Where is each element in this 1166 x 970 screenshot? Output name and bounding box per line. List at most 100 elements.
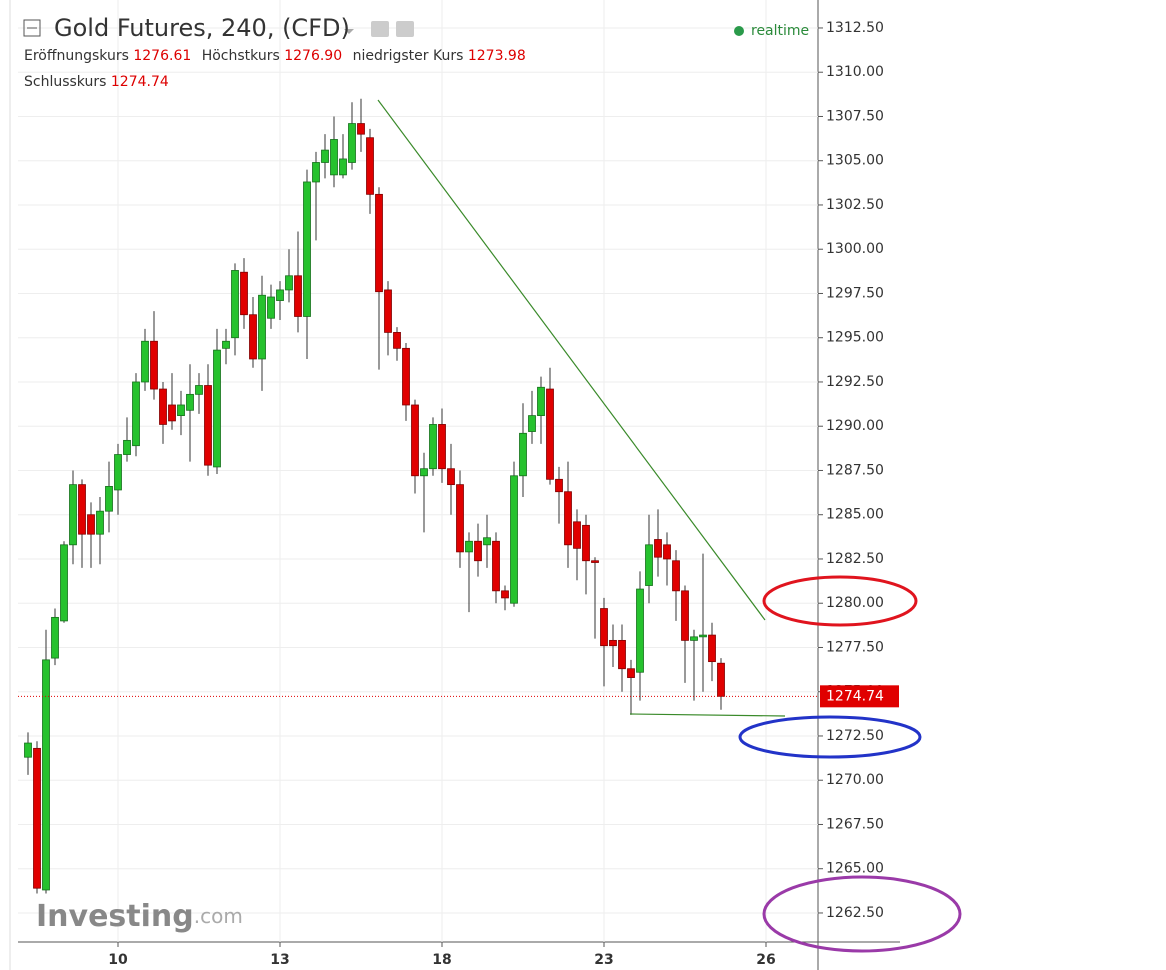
candle-body xyxy=(330,139,338,176)
candle-body xyxy=(204,385,212,466)
candle-body xyxy=(465,540,473,553)
candle-body xyxy=(321,149,329,163)
candle-body xyxy=(123,439,131,455)
candle-body xyxy=(150,340,158,390)
support-line xyxy=(629,713,786,717)
y-tick-label: 1290.00 xyxy=(826,418,884,434)
candle-body xyxy=(672,560,680,592)
y-tick-label: 1265.00 xyxy=(826,861,884,877)
y-tick-label: 1305.00 xyxy=(826,153,884,169)
y-tick-label: 1280.00 xyxy=(826,595,884,611)
candle-body xyxy=(555,478,563,493)
legend-value: 1276.61 xyxy=(133,48,192,64)
candle-body xyxy=(231,270,239,339)
candle-body xyxy=(267,296,275,319)
ohlc-row: Schlusskurs 1274.74 xyxy=(24,74,532,90)
candle-body xyxy=(528,415,536,432)
candle-body xyxy=(159,388,167,425)
candle-body xyxy=(51,616,59,659)
collapse-icon[interactable] xyxy=(23,19,41,37)
candle-body xyxy=(24,742,32,758)
candle-body xyxy=(33,747,41,889)
y-tick-label: 1310.00 xyxy=(826,64,884,80)
last-price-label: 1274.74 xyxy=(826,688,884,704)
status: realtime xyxy=(751,23,809,39)
ohlc-row: Eröffnungskurs 1276.61 Höchstkurs 1276.9… xyxy=(24,48,532,64)
candle-body xyxy=(249,314,257,360)
candle-body xyxy=(285,275,293,291)
candle-body xyxy=(573,521,581,549)
eye-icon[interactable] xyxy=(371,21,389,37)
candle-body xyxy=(582,524,590,562)
candle-body xyxy=(393,332,401,349)
legend-label: Schlusskurs xyxy=(24,74,107,90)
candle-body xyxy=(78,484,86,535)
candle-body xyxy=(132,381,140,447)
candle-body xyxy=(474,540,482,562)
y-tick-label: 1285.00 xyxy=(826,507,884,523)
highlight-ellipse xyxy=(762,575,918,627)
dropdown-arrow[interactable] xyxy=(344,29,354,34)
candle-body xyxy=(510,475,518,604)
candle-body xyxy=(258,294,266,360)
candle-body xyxy=(87,514,95,535)
legend-value: 1276.90 xyxy=(284,48,343,64)
candle-body xyxy=(294,275,302,317)
status-dot xyxy=(734,26,744,36)
x-tick-label: 23 xyxy=(594,952,613,968)
y-tick-label: 1277.50 xyxy=(826,639,884,655)
highlight-ellipse xyxy=(738,715,922,759)
watermark-suffix: .com xyxy=(194,904,243,928)
candle-body xyxy=(69,484,77,546)
candle-body xyxy=(591,560,599,563)
candle-body xyxy=(411,404,419,477)
x-tick-label: 10 xyxy=(108,952,128,968)
candle-body xyxy=(240,271,248,316)
y-tick-label: 1297.50 xyxy=(826,285,884,301)
y-tick-label: 1270.00 xyxy=(826,772,884,788)
last-price-tag xyxy=(820,685,899,708)
y-tick-label: 1292.50 xyxy=(826,374,884,390)
candle-body xyxy=(600,608,608,647)
highlight-ellipse xyxy=(762,875,962,953)
candle-body xyxy=(681,590,689,641)
settings-icon[interactable] xyxy=(396,21,414,37)
y-tick-label: 1312.50 xyxy=(826,20,884,36)
x-tick-label: 13 xyxy=(270,952,289,968)
candle-body xyxy=(537,386,545,416)
candle-body xyxy=(663,544,671,560)
candle-body xyxy=(186,393,194,411)
watermark-main: Investing xyxy=(36,899,194,934)
candle-body xyxy=(339,158,347,176)
candle-body xyxy=(375,193,383,293)
x-tick-label: 26 xyxy=(756,952,775,968)
legend-value: 1274.74 xyxy=(110,74,169,90)
candle-body xyxy=(420,468,428,477)
candle-body xyxy=(447,468,455,486)
y-tick-label: 1262.50 xyxy=(826,905,884,921)
y-tick-label: 1282.50 xyxy=(826,551,884,567)
candle-body xyxy=(492,540,500,592)
candle-body xyxy=(483,537,491,546)
candle-body xyxy=(636,588,644,673)
candle-body xyxy=(42,659,50,891)
candle-body xyxy=(114,454,122,491)
trend-line xyxy=(377,99,766,621)
candle-body xyxy=(303,181,311,317)
candle-body xyxy=(690,636,698,641)
y-tick-label: 1307.50 xyxy=(826,108,884,124)
candle-body xyxy=(276,289,284,301)
candle-body xyxy=(213,349,221,468)
candle-body xyxy=(366,137,374,195)
y-tick-label: 1267.50 xyxy=(826,816,884,832)
candle-body xyxy=(402,347,410,406)
y-tick-label: 1295.00 xyxy=(826,330,884,346)
candle-body xyxy=(717,662,725,697)
candle-body xyxy=(141,340,149,383)
candle-body xyxy=(384,289,392,333)
candle-body xyxy=(519,432,527,477)
x-tick-label: 18 xyxy=(432,952,451,968)
candle-body xyxy=(105,485,113,512)
